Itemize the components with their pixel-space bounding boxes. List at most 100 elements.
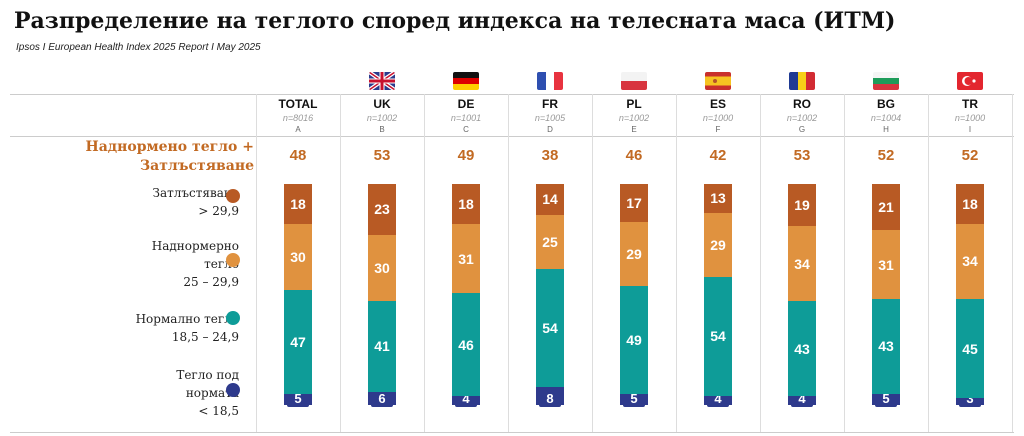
summary-label-line2: Затлъстяване [140,158,254,174]
legend-range: > 29,9 [198,204,239,218]
summary-value: 42 [709,147,727,164]
sample-size: n=1002 [618,113,650,123]
bar-segment-normal: 43 [788,301,816,397]
page-title: Разпределение на теглото според индекса … [14,8,896,34]
sample-size: n=1002 [786,113,818,123]
normal-dot-icon [226,311,240,325]
legend-range: 25 – 29,9 [183,275,239,289]
bar-segment-overweight: 30 [368,234,396,302]
bar-segment-overweight: 29 [620,221,648,286]
bar-segment-obese: 19 [788,184,816,226]
ro-flag-icon [789,72,815,90]
bar-segment-overweight: 30 [284,223,312,291]
fr-flag-icon [537,72,563,90]
column-header: ES [709,97,726,111]
tr-flag-icon [957,72,983,90]
bar-segment-normal: 45 [956,298,984,399]
bar-segment-overweight: 34 [956,223,984,299]
column-header: TR [962,97,978,111]
sample-size: n=8016 [282,113,314,123]
column-header: BG [877,97,895,111]
bar-label-under: 6 [371,389,393,407]
summary-value: 46 [625,147,643,164]
column-letter: H [883,125,889,134]
bar-segment-normal: 54 [536,269,564,388]
de-flag-icon [453,72,479,90]
column-divider [508,94,509,432]
under-dot-icon [226,383,240,397]
bar-label-under: 8 [539,389,561,407]
subtitle: Ipsos I European Health Index 2025 Repor… [16,42,261,53]
bar-segment-overweight: 31 [872,230,900,299]
column-divider [592,94,593,432]
column-divider [340,94,341,432]
summary-value: 53 [373,147,391,164]
column-header: DE [457,97,475,111]
column-letter: B [379,125,385,134]
bar-segment-normal: 41 [368,301,396,392]
bar-segment-normal: 49 [620,285,648,394]
bar-segment-normal: 43 [872,298,900,394]
bar-segment-obese: 17 [620,184,648,222]
legend-overweight: Наднормерно тегло 25 – 29,9 [129,237,239,291]
column-letter: I [968,125,972,134]
es-flag-icon [705,72,731,90]
summary-value: 48 [289,147,307,164]
obese-dot-icon [226,189,240,203]
bar-segment-overweight: 29 [704,212,732,277]
bar-segment-obese: 18 [452,184,480,225]
column-header: TOTAL [278,97,318,111]
column-divider [676,94,677,432]
legend-range: < 18,5 [198,404,239,418]
column-letter: C [463,125,469,134]
sample-size: n=1000 [954,113,986,123]
column-divider [844,94,845,432]
summary-value: 49 [457,147,475,164]
column-letter: E [631,125,637,134]
bar-segment-overweight: 25 [536,214,564,270]
column-header: FR [542,97,558,111]
column-header: PL [626,97,642,111]
legend-range: 18,5 – 24,9 [171,330,239,344]
legend-obese: Затлъстяване > 29,9 [99,184,239,220]
legend-label: Затлъстяване [152,186,239,200]
column-header: UK [373,97,391,111]
bar-segment-normal: 54 [704,276,732,397]
summary-value: 52 [877,147,895,164]
divider [10,136,1014,137]
summary-label: Наднормено тегло + Затлъстяване [85,138,254,176]
bar-segment-normal: 46 [452,293,480,397]
legend-label: Наднормерно тегло [151,239,239,271]
divider [10,94,1014,95]
legend-normal: Нормално тегло 18,5 – 24,9 [99,310,239,346]
bar-segment-obese: 18 [284,184,312,224]
summary-value: 38 [541,147,559,164]
bar-segment-overweight: 31 [452,224,480,294]
bar-segment-obese: 23 [368,184,396,235]
bar-segment-overweight: 34 [788,225,816,302]
column-divider [1012,94,1013,432]
column-letter: D [547,125,553,134]
column-letter: G [798,125,806,134]
summary-label-line1: Наднормено тегло + [85,139,254,155]
sample-size: n=1002 [366,113,398,123]
legend-under: Тегло под нормата < 18,5 [149,366,239,420]
column-divider [256,94,257,432]
pl-flag-icon [621,72,647,90]
summary-value: 52 [961,147,979,164]
bar-segment-obese: 14 [536,184,564,215]
column-letter: A [295,125,301,134]
overweight-dot-icon [226,253,240,267]
divider [10,432,1014,433]
column-letter: F [715,125,721,134]
column-header: RO [793,97,811,111]
column-divider [424,94,425,432]
bar-segment-obese: 18 [956,184,984,224]
bar-segment-normal: 47 [284,290,312,394]
sample-size: n=1005 [534,113,566,123]
summary-value: 53 [793,147,811,164]
column-divider [760,94,761,432]
bar-segment-obese: 21 [872,184,900,231]
bar-segment-obese: 13 [704,184,732,213]
uk-flag-icon [369,72,395,90]
